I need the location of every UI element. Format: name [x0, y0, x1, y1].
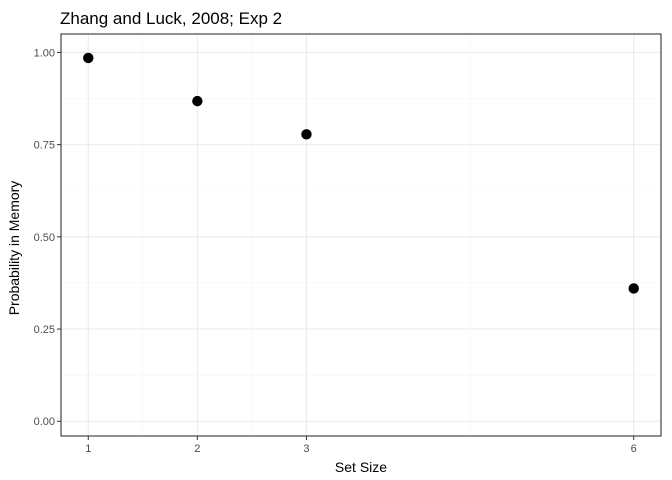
- data-point: [301, 129, 312, 140]
- x-tick-label: 2: [194, 443, 200, 455]
- data-point: [83, 52, 94, 64]
- x-tick-label: 1: [85, 443, 91, 455]
- y-tick-label: 1.00: [34, 47, 55, 59]
- panel-border: [60, 33, 662, 437]
- y-tick-label: 0.75: [34, 140, 55, 152]
- chart-title: Zhang and Luck, 2008; Exp 2: [60, 9, 282, 28]
- x-tick-label: 3: [303, 443, 309, 455]
- x-tick-label: 6: [631, 443, 637, 455]
- grid-lines: [61, 34, 661, 436]
- x-axis-title: Set Size: [335, 459, 387, 475]
- y-tick-label: 0.50: [34, 232, 55, 244]
- x-axis: 1 2 3 6: [85, 436, 637, 455]
- y-tick-label: 0.25: [34, 324, 55, 336]
- data-point: [628, 283, 639, 294]
- data-point: [192, 95, 203, 107]
- y-axis: 0.00 0.25 0.50 0.75 1.00: [34, 47, 61, 428]
- data-points: [83, 52, 639, 294]
- y-tick-label: 0.00: [34, 416, 55, 428]
- y-axis-title: Probability in Memory: [6, 181, 22, 316]
